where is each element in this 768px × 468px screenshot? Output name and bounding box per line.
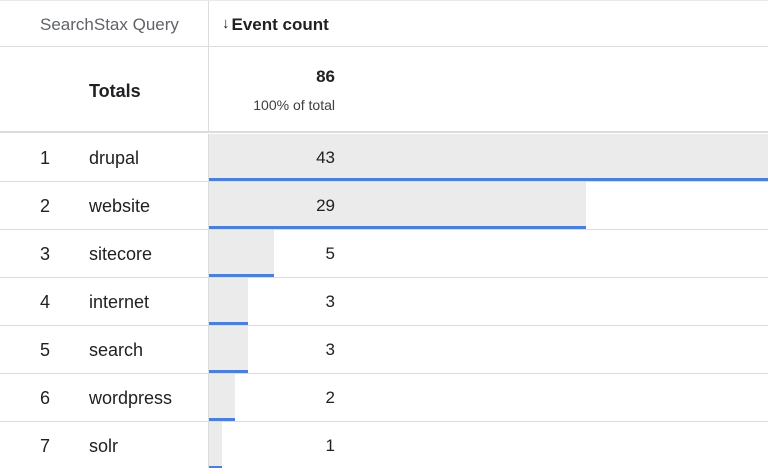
row-index: 1	[40, 148, 51, 168]
query-label[interactable]: drupal	[89, 148, 140, 168]
event-count-value: 3	[325, 292, 335, 311]
column-divider	[208, 278, 209, 325]
event-count-bar	[209, 374, 235, 421]
column-divider	[208, 230, 209, 277]
event-count-bar-accent	[209, 370, 248, 373]
event-count-bar-accent	[209, 466, 222, 468]
event-count-bar-accent	[209, 322, 248, 325]
event-count-value: 1	[325, 436, 335, 455]
totals-row: Totals 86 100% of total	[0, 47, 768, 133]
row-index: 6	[40, 388, 51, 408]
column-divider	[208, 182, 209, 229]
query-label[interactable]: search	[89, 340, 144, 360]
column-divider	[208, 47, 209, 131]
query-label[interactable]: internet	[89, 292, 150, 312]
arrow-down-icon[interactable]: ↓	[222, 15, 230, 32]
column-divider	[208, 422, 209, 468]
dimension-column-header[interactable]: SearchStax Query	[40, 15, 179, 34]
query-label[interactable]: wordpress	[89, 388, 173, 408]
column-divider	[208, 134, 209, 181]
event-count-bar-accent	[209, 178, 768, 181]
event-count-value: 29	[316, 196, 335, 215]
event-count-bar	[209, 278, 248, 325]
row-index: 2	[40, 196, 51, 216]
column-divider	[208, 1, 209, 46]
totals-label: Totals	[89, 81, 141, 101]
event-count-column-header[interactable]: ↓ Event count	[222, 1, 329, 49]
table-row[interactable]: 3 sitecore 5	[0, 230, 768, 278]
query-label[interactable]: solr	[89, 436, 119, 456]
event-count-bar-accent	[209, 226, 586, 229]
row-index: 4	[40, 292, 51, 312]
event-count-value: 2	[325, 388, 335, 407]
event-count-header-label: Event count	[231, 15, 329, 34]
event-count-bar	[209, 230, 274, 277]
event-count-bar-accent	[209, 274, 274, 277]
event-count-bar	[209, 326, 248, 373]
table-row[interactable]: 1 drupal 43	[0, 134, 768, 182]
row-index: 3	[40, 244, 51, 264]
table-row[interactable]: 5 search 3	[0, 326, 768, 374]
table-row[interactable]: 6 wordpress 2	[0, 374, 768, 422]
table-row[interactable]: 4 internet 3	[0, 278, 768, 326]
row-index: 5	[40, 340, 51, 360]
totals-value: 86	[316, 67, 335, 86]
event-count-value: 43	[316, 148, 335, 167]
table-row[interactable]: 2 website 29	[0, 182, 768, 230]
column-divider	[208, 326, 209, 373]
event-count-value: 3	[325, 340, 335, 359]
event-count-value: 5	[325, 244, 335, 263]
table-header-row: SearchStax Query ↓ Event count	[0, 0, 768, 47]
table-row[interactable]: 7 solr 1	[0, 422, 768, 468]
event-count-bar	[209, 422, 222, 468]
query-label[interactable]: sitecore	[89, 244, 153, 264]
event-count-bar	[209, 182, 586, 229]
row-index: 7	[40, 436, 51, 456]
totals-percent: 100% of total	[253, 97, 335, 113]
event-count-bar-accent	[209, 418, 235, 421]
query-label[interactable]: website	[89, 196, 151, 216]
column-divider	[208, 374, 209, 421]
event-count-bar	[209, 134, 768, 181]
